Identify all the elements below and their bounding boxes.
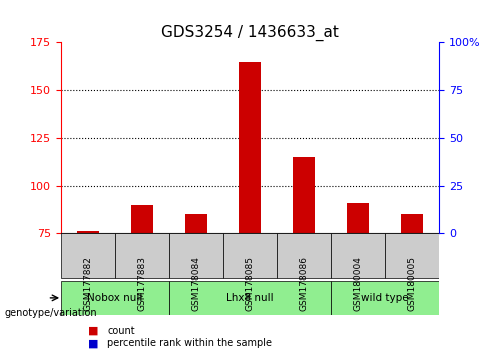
FancyBboxPatch shape [61, 233, 115, 278]
FancyBboxPatch shape [277, 233, 331, 278]
Bar [293, 157, 315, 233]
FancyBboxPatch shape [61, 281, 169, 315]
Text: GSM178084: GSM178084 [192, 256, 201, 311]
Text: Nobox null: Nobox null [87, 293, 142, 303]
Text: GSM180004: GSM180004 [354, 256, 363, 311]
Bar [77, 232, 99, 233]
FancyBboxPatch shape [385, 233, 439, 278]
Bar [347, 203, 369, 233]
FancyBboxPatch shape [331, 281, 439, 315]
FancyBboxPatch shape [331, 233, 385, 278]
Text: percentile rank within the sample: percentile rank within the sample [107, 338, 272, 348]
Bar [401, 214, 423, 233]
FancyBboxPatch shape [223, 233, 277, 278]
Text: Lhx8 null: Lhx8 null [226, 293, 274, 303]
Bar [185, 214, 207, 233]
Title: GDS3254 / 1436633_at: GDS3254 / 1436633_at [161, 25, 339, 41]
Text: GSM177882: GSM177882 [83, 256, 93, 311]
Text: genotype/variation: genotype/variation [5, 308, 98, 318]
Text: GSM178086: GSM178086 [300, 256, 308, 311]
FancyBboxPatch shape [115, 233, 169, 278]
Text: GSM178085: GSM178085 [245, 256, 255, 311]
FancyBboxPatch shape [169, 281, 331, 315]
Text: ■: ■ [88, 338, 99, 348]
Text: ■: ■ [88, 326, 99, 336]
Text: GSM180005: GSM180005 [407, 256, 417, 311]
Text: wild type: wild type [361, 293, 409, 303]
Text: GSM177883: GSM177883 [138, 256, 146, 311]
Text: count: count [107, 326, 135, 336]
FancyBboxPatch shape [169, 233, 223, 278]
Bar [239, 62, 261, 233]
Bar [131, 205, 153, 233]
